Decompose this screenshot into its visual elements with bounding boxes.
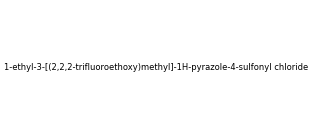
Text: 1-ethyl-3-[(2,2,2-trifluoroethoxy)methyl]-1H-pyrazole-4-sulfonyl chloride: 1-ethyl-3-[(2,2,2-trifluoroethoxy)methyl… [4,62,308,72]
